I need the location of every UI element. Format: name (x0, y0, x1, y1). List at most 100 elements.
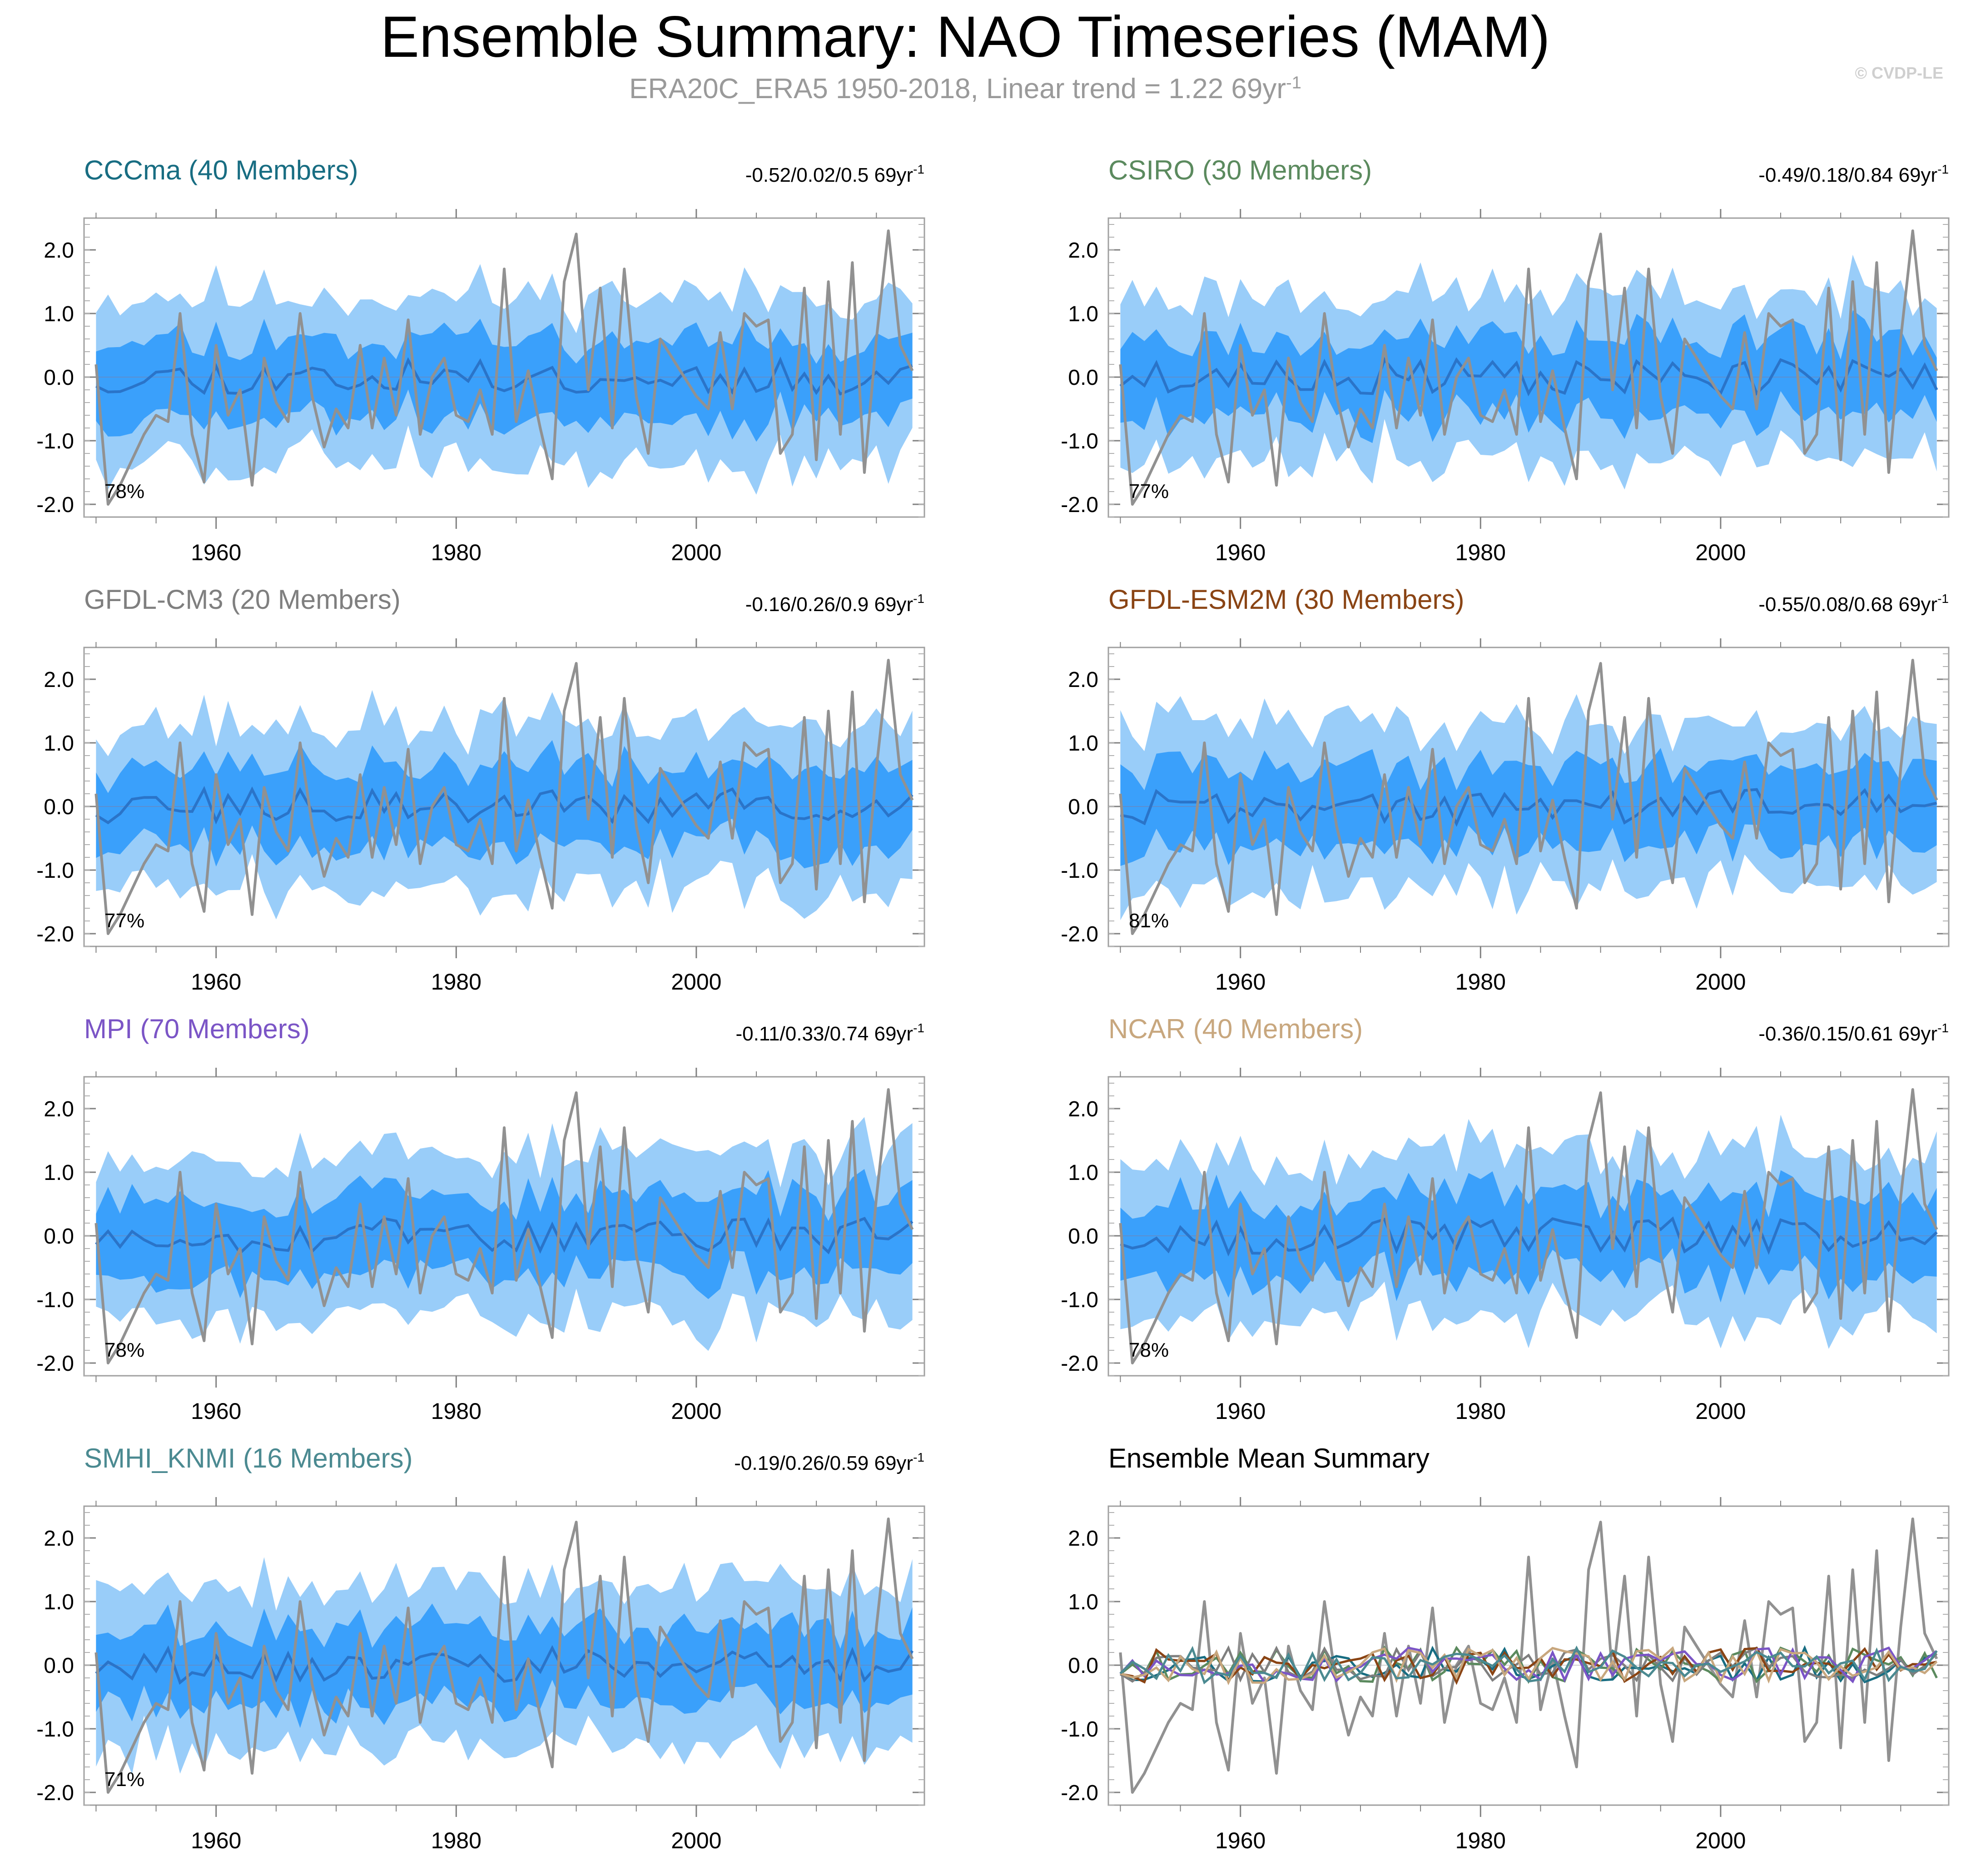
plot-frame (1107, 217, 1950, 518)
trend-label: -0.52/0.02/0.5 69yr-1 (745, 162, 924, 186)
inner-spread-band (1120, 310, 1937, 443)
trend-unit-superscript: -1 (913, 162, 924, 176)
x-tick-label: 1960 (1215, 969, 1266, 995)
y-tick-label: 2.0 (44, 668, 74, 692)
y-tick-label: 2.0 (44, 1527, 74, 1551)
plot-frame (83, 647, 925, 947)
plot-frame (1107, 1505, 1950, 1806)
y-tick-label: 0.0 (44, 1654, 74, 1678)
observed-nao-line (1119, 1088, 1938, 1364)
trend-unit-superscript: -1 (1937, 592, 1949, 606)
plot-area (84, 229, 924, 506)
trend-unit-superscript: -1 (913, 592, 924, 606)
y-tick-label: 0.0 (44, 795, 74, 819)
page-subtitle: ERA20C_ERA5 1950-2018, Linear trend = 1.… (0, 73, 1931, 105)
panel-ncar-40-members: NCAR (40 Members) -0.36/0.15/0.61 69yr-1 7… (1061, 1014, 1950, 1424)
trend-label: -0.11/0.33/0.74 69yr-1 (736, 1021, 924, 1045)
panel-title: CSIRO (30 Members) (1108, 155, 1372, 185)
x-tick-label: 1980 (1455, 1828, 1506, 1853)
plot-area (84, 1088, 924, 1364)
ensemble-mean-line (95, 1217, 913, 1255)
subtitle-unit-superscript: -1 (1286, 73, 1301, 93)
percentile-rank-label: 71% (104, 1768, 144, 1791)
panel-title: Ensemble Mean Summary (1108, 1443, 1430, 1473)
y-tick-label: -1.0 (36, 1288, 74, 1312)
x-tick-label: 1980 (431, 1828, 482, 1853)
plot-frame (83, 217, 925, 518)
plot-area (1108, 659, 1949, 935)
observed-nao-line (1119, 1518, 1938, 1794)
plot-area (84, 1518, 924, 1794)
subtitle-text: ERA20C_ERA5 1950-2018, Linear trend = 1.… (629, 73, 1286, 104)
y-tick-label: 0.0 (1068, 366, 1098, 390)
trend-unit-superscript: -1 (913, 1021, 924, 1035)
percentile-rank-label: 81% (1129, 910, 1169, 932)
y-tick-label: -2.0 (1061, 1352, 1098, 1376)
y-tick-label: 2.0 (1068, 239, 1098, 263)
inner-spread-band (96, 318, 913, 442)
panel-title: GFDL-ESM2M (30 Members) (1108, 584, 1464, 615)
y-tick-label: 0.0 (1068, 1224, 1098, 1249)
x-tick-label: 2000 (671, 540, 721, 565)
y-tick-label: 1.0 (1068, 1161, 1098, 1185)
observed-nao-line (1119, 659, 1938, 935)
panel-title: GFDL-CM3 (20 Members) (84, 584, 401, 615)
y-tick-label: -1.0 (36, 859, 74, 883)
percentile-rank-label: 78% (104, 1339, 144, 1361)
x-tick-label: 1960 (191, 1398, 241, 1424)
trend-unit-superscript: -1 (913, 1450, 924, 1464)
trend-label: -0.36/0.15/0.61 69yr-1 (1758, 1021, 1949, 1045)
ensemble-mean-line (1120, 788, 1937, 827)
x-tick-label: 2000 (1695, 969, 1746, 995)
y-tick-label: -2.0 (36, 493, 74, 517)
x-tick-label: 2000 (1695, 540, 1746, 565)
x-tick-label: 2000 (671, 969, 721, 995)
y-tick-label: 1.0 (44, 1161, 74, 1185)
x-tick-label: 1960 (1215, 540, 1266, 565)
panel-title: CCCma (40 Members) (84, 155, 358, 185)
y-tick-label: -2.0 (1061, 1781, 1098, 1805)
y-tick-label: -2.0 (36, 1781, 74, 1805)
y-tick-label: 1.0 (1068, 1590, 1098, 1614)
percentile-rank-label: 78% (104, 480, 144, 503)
x-tick-label: 1960 (191, 969, 241, 995)
inner-spread-band (1120, 1170, 1937, 1303)
y-tick-label: 0.0 (1068, 1654, 1098, 1678)
y-tick-label: -2.0 (1061, 922, 1098, 946)
trend-unit-superscript: -1 (1937, 162, 1949, 176)
plot-area (1108, 1088, 1949, 1364)
x-tick-label: 1980 (1455, 540, 1506, 565)
panel-gfdl-cm3-20-members: GFDL-CM3 (20 Members) -0.16/0.26/0.9 69yr… (36, 584, 925, 995)
trend-value: -0.11/0.33/0.74 69yr (736, 1023, 913, 1045)
y-tick-label: -1.0 (1061, 859, 1098, 883)
x-tick-label: 2000 (1695, 1828, 1746, 1853)
cvdp-watermark: © CVDP-LE (1855, 64, 1943, 82)
y-tick-label: 0.0 (1068, 795, 1098, 819)
trend-value: -0.49/0.18/0.84 69yr (1758, 164, 1937, 186)
panel-csiro-30-members: CSIRO (30 Members) -0.49/0.18/0.84 69yr-1… (1061, 155, 1950, 565)
trend-value: -0.36/0.15/0.61 69yr (1758, 1023, 1937, 1045)
plot-frame (83, 1505, 925, 1806)
trend-label: -0.19/0.26/0.59 69yr-1 (734, 1450, 924, 1474)
trend-label: -0.16/0.26/0.9 69yr-1 (745, 592, 924, 616)
y-tick-label: 2.0 (1068, 1097, 1098, 1121)
plot-frame (83, 1076, 925, 1377)
percentile-rank-label: 78% (1129, 1339, 1169, 1361)
percentile-rank-label: 77% (1129, 480, 1169, 503)
ensemble-mean-line (1120, 1216, 1938, 1257)
trend-unit-superscript: -1 (1937, 1021, 1949, 1035)
y-tick-label: -1.0 (1061, 429, 1098, 453)
ensemble-mean-series-line (1120, 1646, 1938, 1686)
plot-frame (1107, 647, 1950, 947)
trend-value: -0.52/0.02/0.5 69yr (745, 164, 913, 186)
x-tick-label: 1980 (431, 540, 482, 565)
x-tick-label: 1980 (431, 1398, 482, 1424)
y-tick-label: -2.0 (36, 922, 74, 946)
observed-nao-line (94, 1088, 914, 1364)
observed-nao-line (94, 659, 914, 935)
y-tick-label: 0.0 (44, 1224, 74, 1249)
y-tick-label: 2.0 (1068, 668, 1098, 692)
ensemble-mean-line (95, 1645, 914, 1685)
plot-area (84, 659, 924, 935)
y-tick-label: 0.0 (44, 366, 74, 390)
